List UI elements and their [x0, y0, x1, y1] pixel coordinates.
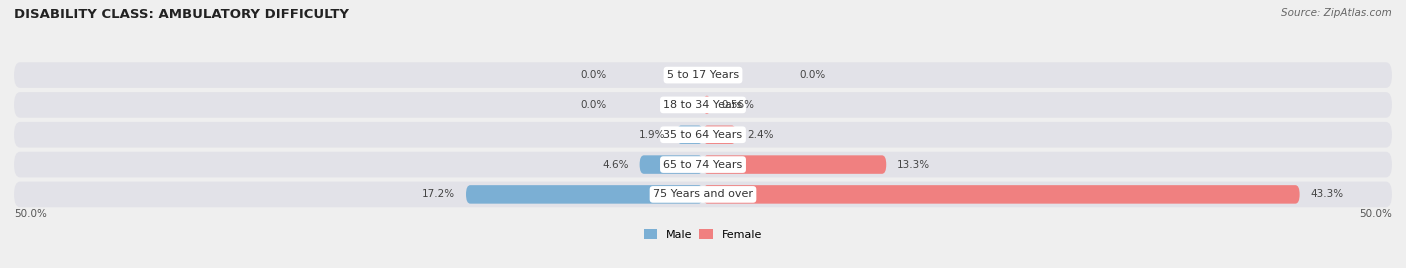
Text: 17.2%: 17.2%: [422, 189, 456, 199]
Text: DISABILITY CLASS: AMBULATORY DIFFICULTY: DISABILITY CLASS: AMBULATORY DIFFICULTY: [14, 8, 349, 21]
FancyBboxPatch shape: [465, 185, 703, 204]
FancyBboxPatch shape: [703, 185, 1299, 204]
Text: 0.0%: 0.0%: [800, 70, 825, 80]
Text: 1.9%: 1.9%: [640, 130, 666, 140]
Text: 13.3%: 13.3%: [897, 159, 931, 170]
Text: 18 to 34 Years: 18 to 34 Years: [664, 100, 742, 110]
Text: 65 to 74 Years: 65 to 74 Years: [664, 159, 742, 170]
Text: 0.0%: 0.0%: [581, 100, 606, 110]
Text: 2.4%: 2.4%: [747, 130, 773, 140]
Legend: Male, Female: Male, Female: [644, 229, 762, 240]
FancyBboxPatch shape: [703, 96, 710, 114]
Text: 0.56%: 0.56%: [721, 100, 755, 110]
Text: 0.0%: 0.0%: [581, 70, 606, 80]
Text: 50.0%: 50.0%: [14, 209, 46, 219]
Text: 5 to 17 Years: 5 to 17 Years: [666, 70, 740, 80]
FancyBboxPatch shape: [703, 155, 886, 174]
FancyBboxPatch shape: [14, 122, 1392, 148]
FancyBboxPatch shape: [14, 62, 1392, 88]
FancyBboxPatch shape: [703, 125, 737, 144]
FancyBboxPatch shape: [640, 155, 703, 174]
FancyBboxPatch shape: [14, 182, 1392, 207]
Text: 43.3%: 43.3%: [1310, 189, 1344, 199]
Text: 50.0%: 50.0%: [1360, 209, 1392, 219]
FancyBboxPatch shape: [14, 152, 1392, 177]
Text: 35 to 64 Years: 35 to 64 Years: [664, 130, 742, 140]
FancyBboxPatch shape: [14, 92, 1392, 118]
Text: Source: ZipAtlas.com: Source: ZipAtlas.com: [1281, 8, 1392, 18]
Text: 4.6%: 4.6%: [602, 159, 628, 170]
FancyBboxPatch shape: [676, 125, 703, 144]
Text: 75 Years and over: 75 Years and over: [652, 189, 754, 199]
